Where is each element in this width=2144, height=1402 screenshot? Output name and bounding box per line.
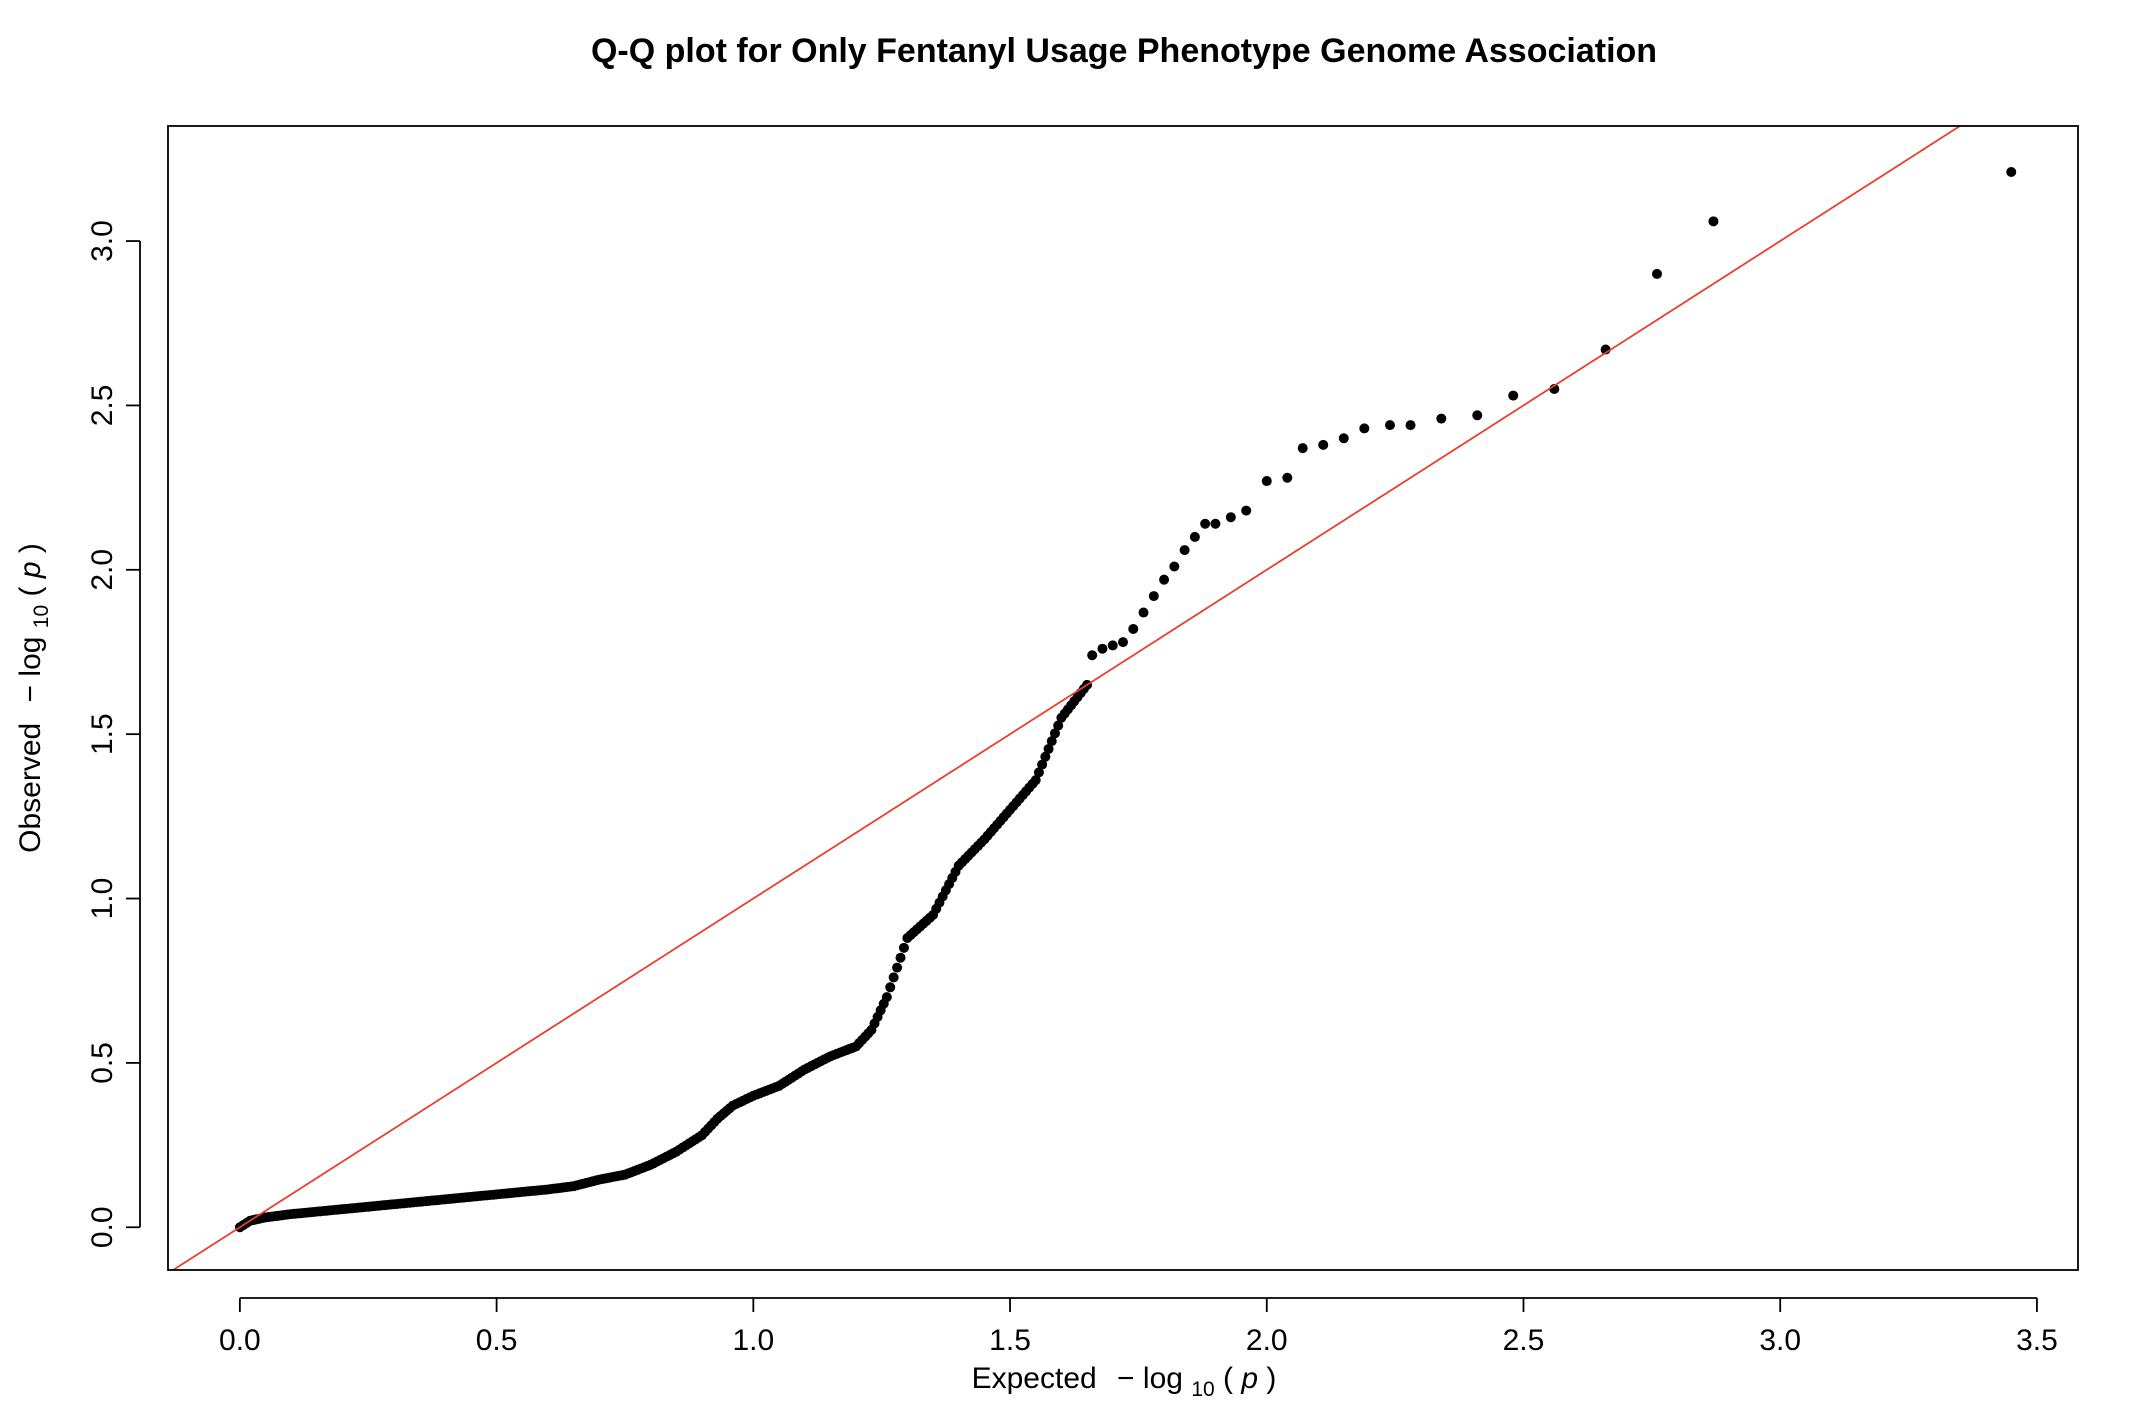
data-point	[881, 992, 892, 1003]
x-tick-label: 3.5	[2016, 1324, 2058, 1357]
data-point	[1282, 472, 1293, 483]
x-label-prefix: Expected	[972, 1362, 1097, 1395]
x-tick-label: 2.5	[1503, 1324, 1545, 1357]
y-tick-label: 3.0	[86, 220, 119, 262]
x-label-minus: −	[1117, 1362, 1135, 1395]
x-axis: 0.0 0.5 1.0 1.5 2.0 2.5 3.0 3.5	[219, 1297, 2058, 1357]
y-axis: 0.0 0.5 1.0 1.5 2.0 2.5 3.0	[86, 220, 141, 1248]
x-tick-label: 2.0	[1246, 1324, 1288, 1357]
data-point	[1046, 736, 1057, 747]
data-point	[1037, 759, 1048, 770]
y-label-minus: −	[14, 685, 47, 703]
y-label-sub: 10	[30, 605, 53, 628]
data-point	[1138, 607, 1149, 618]
x-axis-label: Expected − log 10 ( p )	[972, 1362, 1277, 1402]
y-label-var: p	[14, 561, 47, 579]
data-point	[1097, 643, 1108, 654]
plot-frame	[167, 125, 2079, 1271]
data-point	[1148, 591, 1159, 602]
data-point	[1107, 640, 1118, 651]
data-point	[1169, 561, 1180, 572]
data-point	[1189, 531, 1200, 542]
data-point	[1118, 637, 1128, 648]
chart-title: Q-Q plot for Only Fentanyl Usage Phenoty…	[591, 32, 1657, 70]
data-point	[1297, 443, 1308, 454]
data-point	[1030, 775, 1041, 786]
data-point	[888, 972, 899, 983]
x-label-sub: 10	[1191, 1378, 1214, 1401]
data-point	[898, 942, 909, 953]
data-point	[1384, 420, 1395, 431]
x-label-log: log	[1143, 1362, 1183, 1395]
data-point	[1261, 476, 1272, 487]
y-tick-label: 1.0	[86, 878, 119, 920]
y-tick-label: 0.0	[86, 1206, 119, 1248]
data-point	[1225, 512, 1236, 523]
data-point	[895, 952, 906, 963]
data-point	[1200, 518, 1211, 529]
y-tick-label: 2.0	[86, 549, 119, 591]
data-point	[1708, 216, 1719, 227]
y-label-prefix: Observed	[14, 723, 47, 853]
x-tick-label: 0.5	[476, 1324, 518, 1357]
reference-line	[171, 126, 1962, 1270]
data-point	[1651, 268, 1662, 279]
data-point	[1033, 767, 1044, 778]
data-point	[1210, 518, 1221, 529]
data-point	[1159, 574, 1170, 585]
data-point	[1049, 728, 1060, 739]
data-point	[892, 962, 903, 973]
data-point	[1472, 410, 1483, 421]
data-point	[1318, 439, 1329, 450]
data-point	[2006, 167, 2017, 178]
data-point	[1128, 623, 1139, 634]
x-tick-label: 3.0	[1759, 1324, 1801, 1357]
data-points	[234, 167, 2017, 1233]
y-tick-label: 1.5	[86, 713, 119, 755]
y-tick-label: 0.5	[86, 1042, 119, 1084]
y-label-open-paren: (	[14, 586, 47, 596]
data-point	[1436, 413, 1447, 424]
data-point	[1053, 720, 1064, 731]
x-tick-label: 1.0	[732, 1324, 774, 1357]
x-label-close-paren: )	[1266, 1362, 1276, 1395]
y-label-close-paren: )	[14, 543, 47, 553]
y-axis-label: Observed − log 10 ( p )	[14, 543, 55, 853]
data-point	[1087, 650, 1098, 661]
x-label-var: p	[1240, 1362, 1258, 1395]
x-tick-label: 0.0	[219, 1324, 261, 1357]
data-point	[1405, 420, 1416, 431]
data-point	[1338, 433, 1349, 444]
x-tick-label: 1.5	[989, 1324, 1031, 1357]
data-point	[1359, 423, 1370, 434]
x-label-open-paren: (	[1223, 1362, 1233, 1395]
y-label-log: log	[14, 637, 47, 677]
data-point	[1043, 743, 1054, 754]
data-point	[1508, 390, 1519, 401]
data-point	[1040, 751, 1051, 762]
data-point	[1179, 545, 1190, 556]
y-tick-label: 2.5	[86, 385, 119, 427]
data-point	[885, 982, 896, 993]
data-point	[1241, 505, 1252, 516]
